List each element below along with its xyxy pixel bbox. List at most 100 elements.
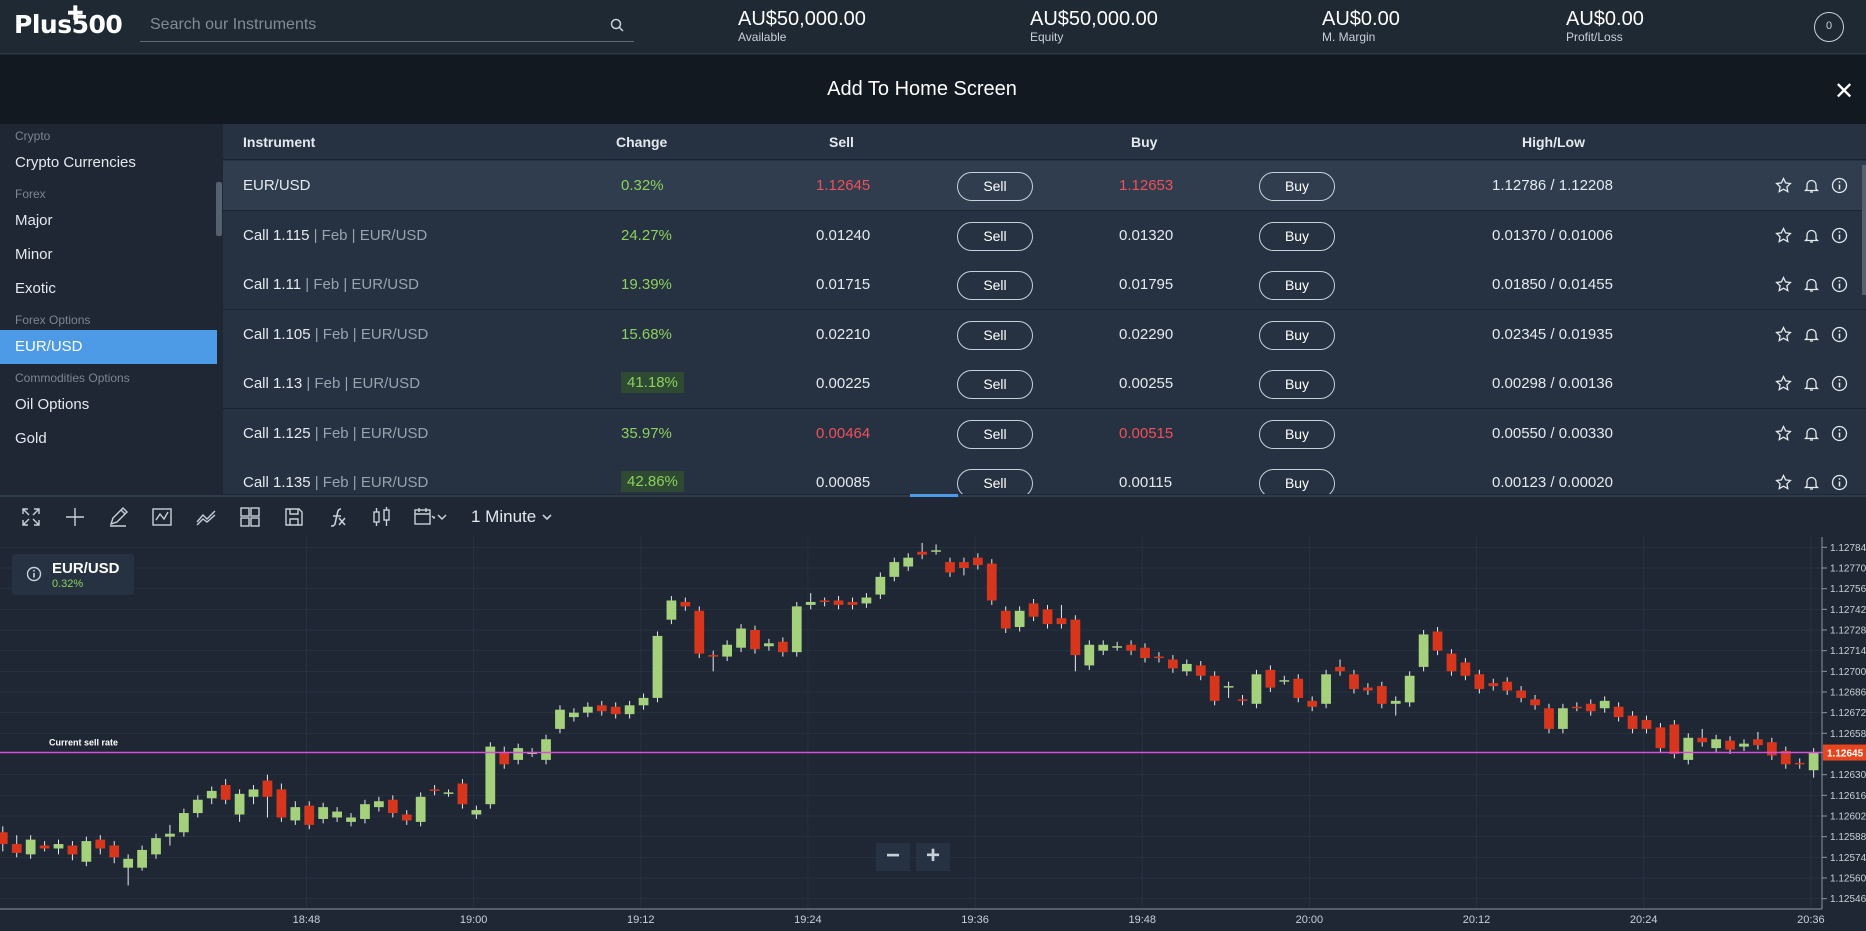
info-icon[interactable] bbox=[1831, 425, 1848, 442]
profile-button[interactable]: 0 bbox=[1814, 12, 1844, 42]
chart-legend[interactable]: EUR/USD 0.32% bbox=[12, 554, 134, 595]
sidebar-item[interactable]: EUR/USD bbox=[0, 330, 217, 364]
crosshair-icon[interactable] bbox=[64, 506, 86, 528]
sidebar-item[interactable]: Oil Options bbox=[15, 396, 90, 413]
sell-price: 0.01240 bbox=[816, 226, 871, 244]
header-buy[interactable]: Buy bbox=[1131, 134, 1158, 150]
draw-icon[interactable] bbox=[107, 506, 129, 528]
sell-button[interactable]: Sell bbox=[957, 221, 1033, 251]
bell-icon[interactable] bbox=[1803, 375, 1820, 392]
zoom-out-button[interactable]: − bbox=[876, 843, 910, 871]
trend-icon[interactable] bbox=[195, 506, 217, 528]
plus500-logo[interactable]: Plus500 ✚ bbox=[14, 1, 123, 39]
header-sell[interactable]: Sell bbox=[829, 134, 854, 150]
bell-icon[interactable] bbox=[1803, 227, 1820, 244]
buy-button[interactable]: Buy bbox=[1259, 419, 1335, 449]
instrument-name[interactable]: Call 1.105 | Feb | EUR/USD bbox=[243, 326, 428, 343]
candle-body bbox=[1404, 675, 1415, 703]
high-low-value: 1.12786 / 1.12208 bbox=[1492, 177, 1613, 194]
search-box[interactable] bbox=[140, 9, 634, 42]
compare-icon[interactable] bbox=[371, 506, 393, 528]
fullscreen-icon[interactable] bbox=[20, 506, 42, 528]
candle-body bbox=[750, 630, 760, 650]
instrument-name[interactable]: Call 1.135 | Feb | EUR/USD bbox=[243, 474, 428, 491]
bell-icon[interactable] bbox=[1803, 474, 1820, 491]
star-icon[interactable] bbox=[1775, 226, 1792, 244]
sidebar-item[interactable]: Major bbox=[15, 212, 53, 229]
info-icon[interactable] bbox=[1831, 227, 1848, 244]
header-high-low[interactable]: High/Low bbox=[1522, 134, 1585, 150]
bell-icon[interactable] bbox=[1803, 276, 1820, 293]
sell-button[interactable]: Sell bbox=[957, 172, 1033, 201]
bell-icon[interactable] bbox=[1803, 177, 1820, 194]
star-icon[interactable] bbox=[1775, 375, 1792, 392]
buy-button[interactable]: Buy bbox=[1259, 469, 1335, 494]
timeframe-select[interactable]: 1 Minute bbox=[471, 507, 553, 527]
header-instrument[interactable]: Instrument bbox=[243, 134, 316, 150]
table-scrollbar[interactable] bbox=[1862, 165, 1866, 295]
calendar-chevron-down-icon[interactable] bbox=[436, 506, 448, 528]
table-row[interactable]: Call 1.105 | Feb | EUR/USD 15.68% 0.0221… bbox=[223, 309, 1866, 360]
instrument-name[interactable]: Call 1.115 | Feb | EUR/USD bbox=[243, 227, 427, 244]
star-icon[interactable] bbox=[1775, 424, 1792, 442]
info-icon[interactable] bbox=[1831, 276, 1848, 293]
bell-icon[interactable] bbox=[1803, 425, 1820, 442]
indicator-icon[interactable] bbox=[151, 506, 173, 528]
bell-icon[interactable] bbox=[1803, 326, 1820, 343]
buy-button[interactable]: Buy bbox=[1259, 370, 1335, 399]
star-icon[interactable] bbox=[1775, 474, 1792, 491]
instrument-name[interactable]: EUR/USD bbox=[243, 177, 311, 194]
info-icon[interactable] bbox=[1831, 474, 1848, 491]
instrument-name[interactable]: Call 1.125 | Feb | EUR/USD bbox=[243, 425, 428, 442]
sidebar-scrollbar[interactable] bbox=[216, 182, 222, 236]
buy-button[interactable]: Buy bbox=[1259, 172, 1335, 201]
instruments-table: Instrument Change Sell Buy High/Low EUR/… bbox=[223, 124, 1866, 494]
candlestick-chart[interactable]: 1.12784 1.12770 1.12756 1.12742 1.12728 1.127… bbox=[0, 537, 1866, 931]
table-row[interactable]: Call 1.135 | Feb | EUR/USD 42.86% 0.0008… bbox=[223, 458, 1866, 494]
search-input[interactable] bbox=[140, 9, 600, 41]
star-icon[interactable] bbox=[1775, 177, 1792, 194]
sell-button[interactable]: Sell bbox=[957, 370, 1033, 399]
candle-body bbox=[248, 789, 259, 797]
sell-button[interactable]: Sell bbox=[957, 469, 1033, 494]
table-row[interactable]: EUR/USD 0.32% 1.12645 Sell 1.12653 Buy 1… bbox=[223, 161, 1866, 211]
instrument-name[interactable]: Call 1.11 | Feb | EUR/USD bbox=[243, 276, 419, 293]
buy-button[interactable]: Buy bbox=[1259, 221, 1335, 251]
sidebar-item[interactable]: Gold bbox=[15, 430, 47, 447]
price-chart[interactable]: 1.12784 1.12770 1.12756 1.12742 1.12728 1.127… bbox=[0, 537, 1866, 931]
calendar-icon[interactable] bbox=[413, 506, 435, 528]
sell-button[interactable]: Sell bbox=[957, 419, 1033, 449]
buy-button[interactable]: Buy bbox=[1259, 320, 1335, 350]
zoom-in-button[interactable]: + bbox=[916, 843, 950, 871]
star-icon[interactable] bbox=[1775, 276, 1792, 293]
table-row[interactable]: Call 1.11 | Feb | EUR/USD 19.39% 0.01715… bbox=[223, 260, 1866, 310]
search-icon[interactable] bbox=[610, 18, 624, 32]
pane-resize-handle[interactable] bbox=[910, 494, 958, 498]
star-icon[interactable] bbox=[1775, 325, 1792, 343]
sidebar-group-label: Crypto bbox=[15, 129, 51, 143]
table-row[interactable]: Call 1.13 | Feb | EUR/USD 41.18% 0.00225… bbox=[223, 359, 1866, 409]
candle-body bbox=[694, 610, 705, 654]
sidebar-item[interactable]: Minor bbox=[15, 246, 53, 263]
instrument-name[interactable]: Call 1.13 | Feb | EUR/USD bbox=[243, 375, 420, 392]
candle-body bbox=[457, 783, 468, 805]
candle-body bbox=[1669, 724, 1680, 754]
table-row[interactable]: Call 1.115 | Feb | EUR/USD 24.27% 0.0124… bbox=[223, 210, 1866, 261]
sell-button[interactable]: Sell bbox=[957, 271, 1033, 300]
candle-body bbox=[151, 838, 161, 855]
banner-close-button[interactable]: ✕ bbox=[1834, 77, 1854, 106]
info-icon[interactable] bbox=[26, 566, 42, 582]
sell-button[interactable]: Sell bbox=[957, 320, 1033, 350]
info-icon[interactable] bbox=[1831, 375, 1848, 392]
info-icon[interactable] bbox=[1831, 177, 1848, 194]
sidebar-item[interactable]: Exotic bbox=[15, 280, 56, 297]
info-icon[interactable] bbox=[1831, 326, 1848, 343]
layout-icon[interactable] bbox=[239, 506, 261, 528]
buy-button[interactable]: Buy bbox=[1259, 271, 1335, 300]
sidebar-item[interactable]: Crypto Currencies bbox=[15, 154, 136, 171]
instrument-category-sidebar: Crypto Crypto Currencies Forex Major Minor Ex… bbox=[0, 124, 217, 494]
table-row[interactable]: Call 1.125 | Feb | EUR/USD 35.97% 0.0046… bbox=[223, 408, 1866, 459]
save-icon[interactable] bbox=[283, 506, 305, 528]
header-change[interactable]: Change bbox=[616, 134, 668, 150]
function-icon[interactable] bbox=[327, 506, 349, 528]
